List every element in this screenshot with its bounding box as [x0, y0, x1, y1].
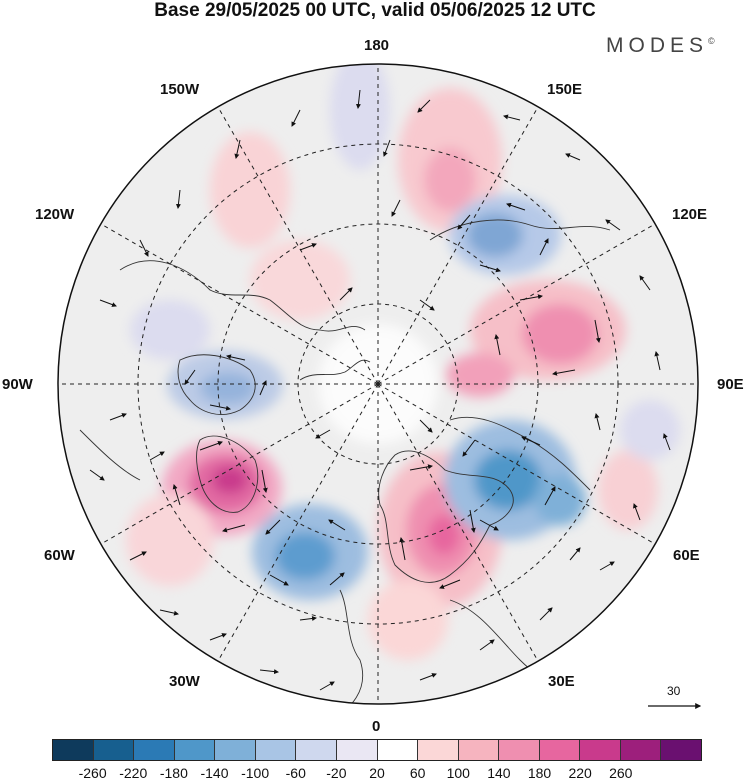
lon-label-30e: 30E [548, 673, 575, 690]
colorbar-tick-label: -260 [78, 765, 107, 781]
colorbar-tick-label: -140 [200, 765, 229, 781]
polar-map [57, 63, 702, 709]
colorbar-swatch [215, 740, 256, 760]
colorbar-tick-label: 140 [487, 765, 511, 781]
map-title: Base 29/05/2025 00 UTC, valid 05/06/2025… [154, 0, 596, 21]
lon-label-30w: 30W [169, 673, 200, 690]
lon-label-60e: 60E [673, 547, 700, 564]
map-boundary [57, 63, 699, 705]
colorbar-swatch [620, 740, 662, 760]
colorbar-swatch [53, 740, 94, 760]
colorbar-tick-label: 20 [369, 765, 385, 781]
reference-vector-label: 30 [667, 684, 681, 698]
colorbar [52, 739, 702, 761]
colorbar-tick-label: -60 [285, 765, 306, 781]
colorbar-swatch [93, 740, 135, 760]
lon-label-0: 0 [372, 718, 381, 735]
colorbar-tick-label: 60 [409, 765, 426, 781]
colorbar-swatch [458, 740, 500, 760]
colorbar-swatch [336, 740, 378, 760]
lon-label-90w: 90W [2, 376, 33, 393]
colorbar-tick-label: -100 [241, 765, 270, 781]
colorbar-swatch [661, 740, 701, 760]
colorbar-tick-label: 220 [568, 765, 592, 781]
colorbar-tick-label: 180 [527, 765, 552, 781]
lon-label-120w: 120W [35, 206, 75, 223]
colorbar-ticks: -260 -220 -180 -140 -100 -60 -20 20 60 100 140 180 2… [0, 765, 750, 783]
lon-label-90e: 90E [717, 376, 744, 393]
colorbar-tick-label: 260 [609, 765, 633, 781]
colorbar-tick-label: 100 [446, 765, 470, 781]
wind-vectors [89, 89, 671, 691]
lon-label-60w: 60W [44, 547, 75, 564]
colorbar-swatch [296, 740, 337, 760]
colorbar-swatch [255, 740, 297, 760]
graticule [58, 64, 698, 704]
lon-label-180: 180 [364, 37, 390, 54]
colorbar-swatch [539, 740, 581, 760]
colorbar-swatch [418, 740, 459, 760]
lon-label-150w: 150W [160, 81, 200, 98]
colorbar-swatch [174, 740, 216, 760]
colorbar-tick-label: -20 [326, 765, 347, 781]
colorbar-swatch [377, 740, 419, 760]
colorbar-swatch [580, 740, 621, 760]
brand-logo: MODES© [606, 34, 715, 57]
colorbar-swatch [134, 740, 175, 760]
colorbar-swatch [499, 740, 540, 760]
lon-label-120e: 120E [672, 206, 708, 223]
colorbar-tick-label: -220 [119, 765, 148, 781]
lon-label-150e: 150E [547, 81, 583, 98]
colorbar-tick-label: -180 [159, 765, 188, 781]
